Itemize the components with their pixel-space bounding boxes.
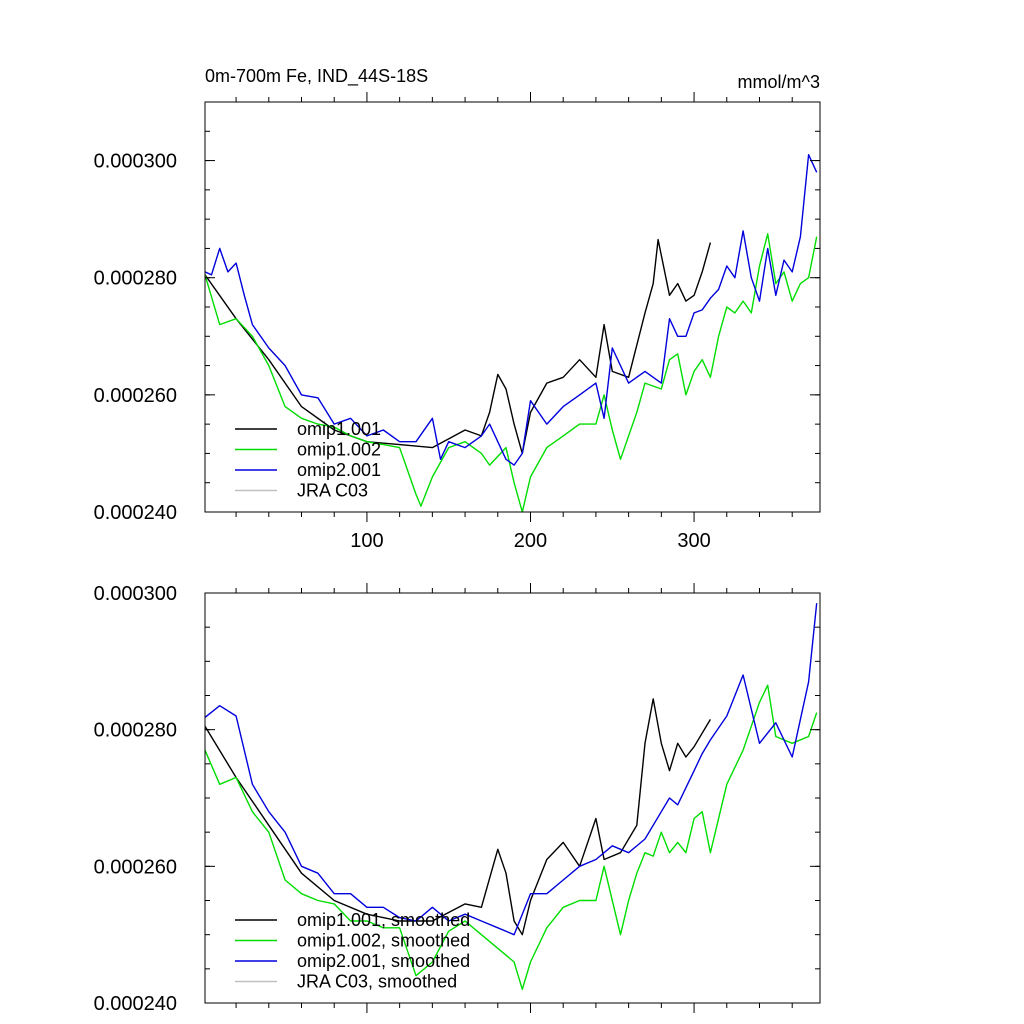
legend-label-3: omip2.001: [297, 460, 381, 480]
series-line-3: [205, 603, 818, 936]
series-line-1: [205, 238, 712, 455]
x-tick-label: 100: [350, 530, 383, 552]
series-line-1: [205, 698, 712, 936]
y-tick-label: 0.000280: [94, 268, 177, 290]
legend-label-1: omip1.001: [297, 419, 381, 439]
y-tick-label: 0.000280: [94, 720, 177, 742]
legend-label-4: JRA C03, smoothed: [297, 972, 457, 992]
legend-label-1: omip1.001, smoothed: [297, 910, 470, 930]
panel-2: 0.000240 0.000260 0.000280 0.000300 omip1.00…: [94, 583, 821, 1015]
x-tick-label: 200: [514, 530, 547, 552]
legend-label-4: JRA C03: [297, 481, 368, 501]
series-line-2: [205, 233, 818, 512]
legend-label-2: omip1.002: [297, 440, 381, 460]
series-line-3: [205, 154, 818, 466]
y-tick-label: 0.000240: [94, 993, 177, 1015]
series-line-2: [205, 684, 818, 990]
chart-title: 0m-700m Fe, IND_44S-18S: [205, 66, 428, 87]
y-tick-label: 0.000260: [94, 856, 177, 878]
legend-label-2: omip1.002, smoothed: [297, 931, 470, 951]
panel-1: 0.000240 0.000260 0.000280 0.000300 100 200 30…: [94, 66, 821, 552]
y-tick-label: 0.000260: [94, 385, 177, 407]
x-tick-label: 300: [677, 530, 710, 552]
legend-label-3: omip2.001, smoothed: [297, 951, 470, 971]
y-tick-label: 0.000300: [94, 151, 177, 173]
units-label: mmol/m^3: [738, 72, 820, 92]
y-tick-label: 0.000300: [94, 583, 177, 605]
y-tick-label: 0.000240: [94, 502, 177, 524]
